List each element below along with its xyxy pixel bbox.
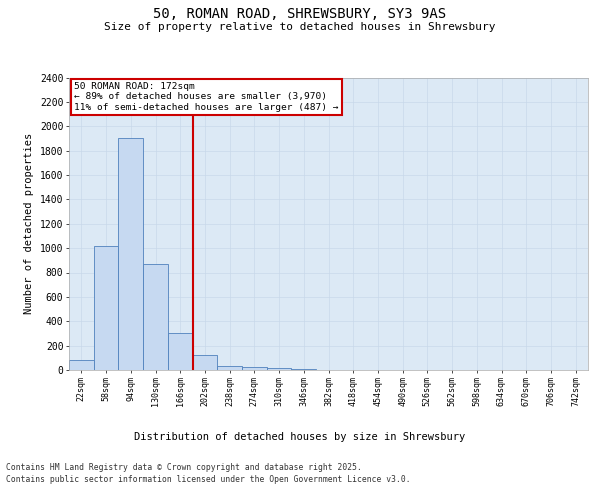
Bar (267, 368, 292, 370)
Text: Contains public sector information licensed under the Open Government Licence v3: Contains public sector information licen… (6, 475, 410, 484)
Bar (69, 360, 94, 370)
Text: Contains HM Land Registry data © Crown copyright and database right 2025.: Contains HM Land Registry data © Crown c… (6, 462, 362, 471)
Text: 50, ROMAN ROAD, SHREWSBURY, SY3 9AS: 50, ROMAN ROAD, SHREWSBURY, SY3 9AS (154, 8, 446, 22)
Bar (193, 355, 217, 370)
Text: Distribution of detached houses by size in Shrewsbury: Distribution of detached houses by size … (134, 432, 466, 442)
Bar (242, 367, 267, 370)
Bar (168, 334, 193, 370)
Text: Size of property relative to detached houses in Shrewsbury: Size of property relative to detached ho… (104, 22, 496, 32)
Y-axis label: Number of detached properties: Number of detached properties (25, 133, 34, 314)
Bar (217, 366, 242, 370)
Bar (94, 246, 118, 370)
Bar (118, 138, 143, 370)
Bar (143, 264, 168, 370)
Text: 50 ROMAN ROAD: 172sqm
← 89% of detached houses are smaller (3,970)
11% of semi-d: 50 ROMAN ROAD: 172sqm ← 89% of detached … (74, 82, 338, 112)
